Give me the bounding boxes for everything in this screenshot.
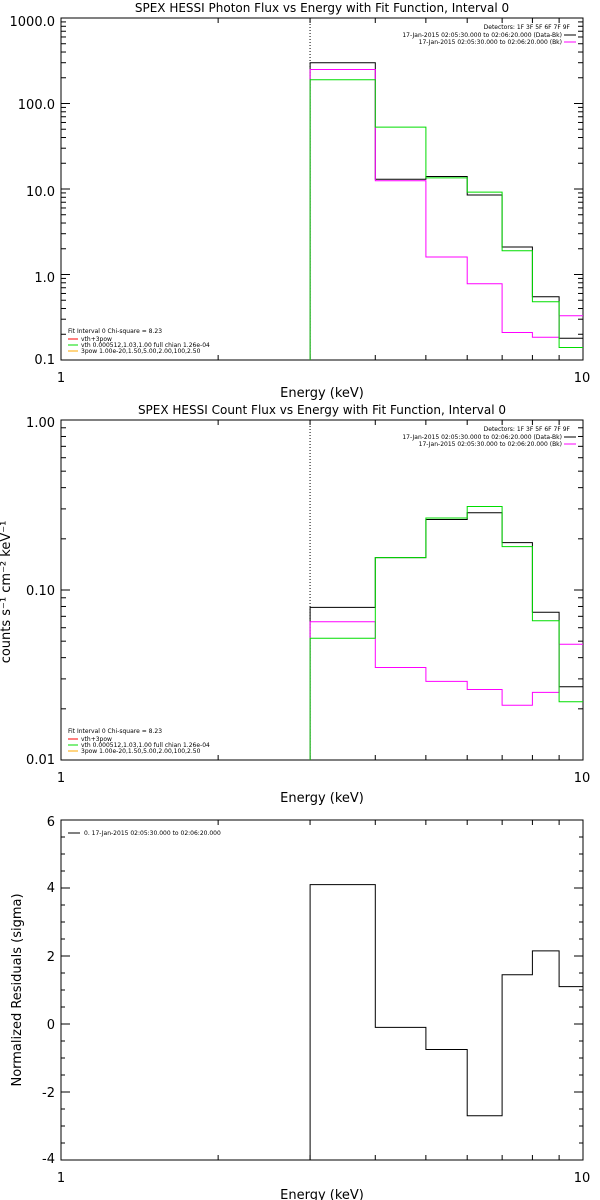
count-flux-ytick-1: 1.00	[26, 416, 55, 431]
residuals-ytick-4: 4	[47, 881, 55, 896]
residuals-xlabel: Energy (keV)	[280, 1188, 364, 1200]
photon-flux-series-bk	[309, 69, 583, 360]
residuals-xtick-10: 10	[574, 1171, 591, 1186]
photon-flux-ytick-5: 0.1	[34, 353, 55, 368]
photon-flux-legend-right: 17-Jan-2015 02:05:30.000 to 02:06:20.000…	[402, 32, 576, 46]
photon-flux-ytick-4: 1.0	[34, 271, 55, 286]
legend-vth3pow: vth+3pow	[81, 736, 112, 743]
count-flux-title: SPEX HESSI Count Flux vs Energy with Fit…	[138, 403, 506, 417]
residuals-panel: 6 4 2 0 -2 -4 1 10 Energy (keV) Normaliz…	[10, 815, 590, 1200]
residuals-legend: 0. 17-Jan-2015 02:05:30.000 to 02:06:20.…	[68, 830, 221, 837]
residuals-ticks	[61, 819, 583, 1161]
photon-flux-xlabel: Energy (keV)	[280, 386, 364, 401]
residuals-ytick-0: 0	[47, 1018, 55, 1033]
legend-data-bk: 17-Jan-2015 02:05:30.000 to 02:06:20.000…	[402, 32, 562, 39]
residuals-series-residual	[309, 884, 583, 1160]
residuals-ytick-6: 6	[47, 815, 55, 830]
photon-flux-xtick-1: 1	[57, 371, 65, 386]
legend-fit-interval: Fit Interval 0 Chi-square = 8.23	[68, 728, 162, 735]
photon-flux-series-data-bk	[309, 62, 583, 360]
residuals-plot-area	[60, 819, 584, 1161]
residuals-ytick-m2: -2	[42, 1086, 55, 1101]
legend-bk: 17-Jan-2015 02:05:30.000 to 02:06:20.000…	[419, 441, 562, 448]
legend-fit-interval: Fit Interval 0 Chi-square = 8.23	[68, 328, 162, 335]
legend-vth: vth 0.000512,1.03,1.00 full chian 1.26e-…	[81, 342, 210, 349]
legend-vth3pow: vth+3pow	[81, 336, 112, 343]
photon-flux-ytick-3: 10.0	[26, 185, 55, 200]
photon-flux-series-vth-3pow	[309, 79, 583, 360]
count-flux-xtick-1: 1	[57, 771, 65, 786]
legend-3pow: 3pow 1.00e-20,1.50,5.00,2.00,100,2.50	[81, 748, 201, 755]
count-flux-panel: SPEX HESSI Count Flux vs Energy with Fit…	[0, 403, 590, 806]
legend-vth: vth 0.000512,1.03,1.00 full chian 1.26e-…	[81, 742, 210, 749]
count-flux-xtick-10: 10	[574, 771, 591, 786]
count-flux-legend-right: 17-Jan-2015 02:05:30.000 to 02:06:20.000…	[402, 434, 576, 448]
photon-flux-ytick-2: 100.0	[18, 98, 55, 113]
count-flux-plot-area	[60, 419, 584, 761]
photon-flux-title: SPEX HESSI Photon Flux vs Energy with Fi…	[135, 1, 509, 15]
count-flux-ylabel: counts s⁻¹ cm⁻² keV⁻¹	[0, 521, 14, 664]
residuals-xtick-1: 1	[57, 1171, 65, 1186]
residuals-ylabel: Normalized Residuals (sigma)	[10, 893, 25, 1086]
legend-residual: 0. 17-Jan-2015 02:05:30.000 to 02:06:20.…	[84, 830, 221, 837]
count-flux-series	[309, 420, 583, 760]
count-flux-series-vth-3pow	[309, 506, 583, 760]
legend-3pow: 3pow 1.00e-20,1.50,5.00,2.00,100,2.50	[81, 348, 201, 355]
photon-flux-panel: SPEX HESSI Photon Flux vs Energy with Fi…	[10, 1, 591, 401]
residuals-ytick-m4: -4	[42, 1152, 55, 1167]
count-flux-xlabel: Energy (keV)	[280, 791, 364, 806]
count-flux-legend-left: Fit Interval 0 Chi-square = 8.23 vth+3po…	[68, 728, 210, 755]
photon-flux-xtick-10: 10	[574, 371, 591, 386]
photon-flux-series	[309, 18, 583, 360]
photon-flux-ticks	[61, 18, 583, 361]
count-flux-series-data-bk	[309, 512, 583, 760]
photon-flux-ytick-1: 1000.0	[10, 15, 56, 30]
legend-data-bk: 17-Jan-2015 02:05:30.000 to 02:06:20.000…	[402, 434, 562, 441]
count-flux-ytick-2: 0.10	[26, 584, 55, 599]
residuals-ytick-2: 2	[47, 950, 55, 965]
residuals-series	[309, 884, 583, 1160]
photon-flux-legend-left: Fit Interval 0 Chi-square = 8.23 vth+3po…	[68, 328, 210, 355]
photon-flux-detectors: Detectors: 1F 3F 5F 6F 7F 9F	[484, 24, 571, 31]
count-flux-ticks	[61, 420, 583, 761]
count-flux-detectors: Detectors: 1F 3F 5F 6F 7F 9F	[484, 426, 571, 433]
count-flux-ytick-3: 0.01	[26, 753, 55, 768]
legend-bk: 17-Jan-2015 02:05:30.000 to 02:06:20.000…	[419, 39, 562, 46]
count-flux-series-bk	[309, 621, 583, 760]
